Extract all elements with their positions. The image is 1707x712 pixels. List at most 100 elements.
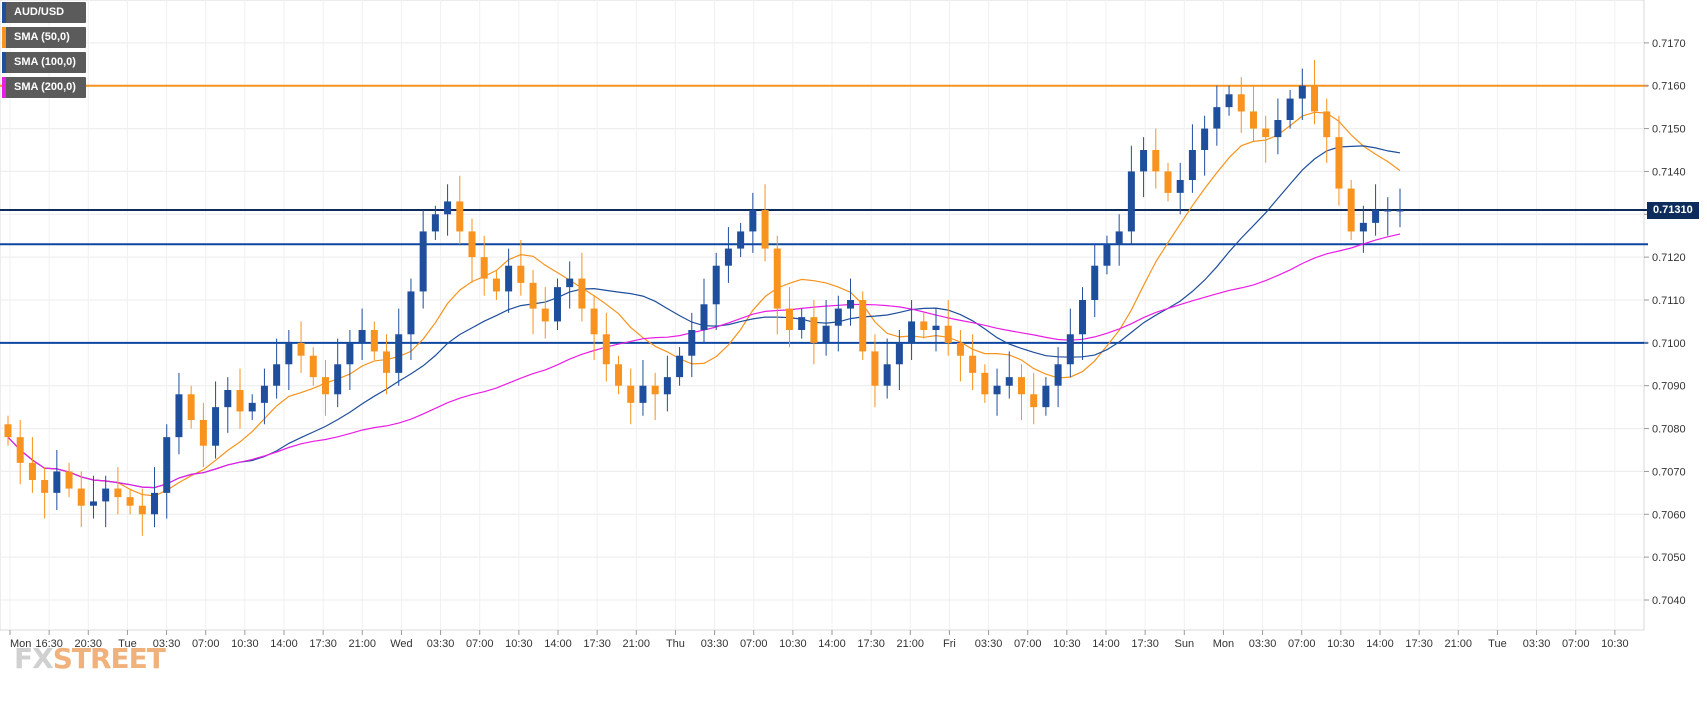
candle-body [663, 377, 671, 395]
x-tick-label: 21:00 [1445, 638, 1473, 650]
plot-border [0, 0, 1645, 631]
candle-body [468, 231, 476, 258]
candle-body [65, 471, 73, 489]
candle-body [1225, 94, 1233, 108]
legend-item-sma100[interactable]: SMA (100,0) [2, 52, 86, 73]
candle-body [4, 424, 12, 438]
candle-body [224, 390, 232, 408]
candle-body [1127, 171, 1135, 232]
candle-body [236, 390, 244, 412]
candle-body [102, 488, 110, 502]
candle-body [615, 364, 623, 386]
x-tick-label: 07:00 [466, 638, 494, 650]
candle-body [334, 364, 342, 395]
y-tick-label: 0.7090 [1652, 381, 1686, 393]
candle-body [163, 437, 171, 493]
legend-label: SMA (100,0) [14, 56, 76, 68]
legend-label: AUD/USD [14, 6, 65, 18]
legend: AUD/USD SMA (50,0) SMA (100,0) SMA (200,… [2, 2, 86, 102]
candle-body [41, 480, 49, 493]
candle-body [1054, 364, 1062, 386]
x-tick-label: 03:30 [1249, 638, 1277, 650]
legend-item-sma200[interactable]: SMA (200,0) [2, 77, 86, 98]
candle-body [676, 355, 684, 378]
current-price-tag: 0.71310 [1647, 202, 1699, 219]
sma-line [7, 111, 1401, 497]
candle-body [651, 385, 659, 395]
candle-body [297, 342, 305, 356]
y-tick-label: 0.7140 [1652, 166, 1686, 178]
x-tick-label: 07:00 [192, 638, 220, 650]
candle-body [761, 210, 769, 249]
x-tick-label: 07:00 [740, 638, 768, 650]
candle-body [529, 282, 537, 309]
candle-body [1115, 231, 1123, 245]
candle-body [1286, 98, 1294, 120]
candle-body [1042, 385, 1050, 408]
x-tick-label: 14:00 [544, 638, 572, 650]
x-tick-label: 17:30 [857, 638, 885, 650]
x-tick-label: 14:00 [1366, 638, 1394, 650]
candle-body [1359, 222, 1367, 232]
candle-body [492, 278, 500, 292]
candle-body [1103, 244, 1111, 266]
candle-body [151, 492, 159, 515]
x-axis: Mon 16:30 20:30 Tue 03:30 07:00 10:30 14:00 17:3… [9, 630, 1629, 650]
x-tick-label: 14:00 [818, 638, 846, 650]
candle-body [1091, 265, 1099, 300]
candle-body [553, 287, 561, 322]
x-tick-label: Tue [118, 638, 137, 650]
candle-body [566, 278, 574, 288]
legend-label: SMA (200,0) [14, 81, 76, 93]
y-axis: 0.7040 0.7050 0.7060 0.7070 0.7080 0.7090 0.71… [1644, 38, 1686, 607]
candle-body [321, 377, 329, 395]
candle-body [883, 364, 891, 386]
candle-body [1005, 377, 1013, 386]
legend-item-audusd[interactable]: AUD/USD [2, 2, 86, 23]
candle-body [16, 437, 24, 463]
x-tick-label: 14:00 [270, 638, 298, 650]
y-tick-label: 0.7060 [1652, 509, 1686, 521]
candle-body [981, 372, 989, 395]
candle-body [1152, 150, 1160, 172]
legend-label: SMA (50,0) [14, 31, 70, 43]
candle-body [456, 201, 464, 232]
y-tick-label: 0.7080 [1652, 424, 1686, 436]
x-tick-label: Tue [1488, 638, 1507, 650]
candle-body [1213, 107, 1221, 129]
candle-body [541, 308, 549, 322]
candle-body [932, 325, 940, 330]
x-tick-label: 10:30 [779, 638, 807, 650]
candle-body [395, 334, 403, 373]
candle-body [749, 210, 757, 232]
candle-body [1176, 180, 1184, 193]
y-tick-label: 0.7100 [1652, 338, 1686, 350]
x-tick-label: 17:30 [583, 638, 611, 650]
x-tick-label: 03:30 [975, 638, 1003, 650]
legend-item-sma50[interactable]: SMA (50,0) [2, 27, 86, 48]
candle-body [175, 394, 183, 438]
candle-body [431, 214, 439, 232]
candle-body [505, 265, 513, 292]
x-tick-label: Mon [10, 638, 31, 650]
x-tick-label: 17:30 [309, 638, 337, 650]
x-tick-label: 10:30 [231, 638, 259, 650]
y-tick-label: 0.7070 [1652, 466, 1686, 478]
candle-body [383, 351, 391, 373]
candle-body [688, 330, 696, 356]
candle-body [309, 355, 317, 378]
x-tick-label: 10:30 [1327, 638, 1355, 650]
x-tick-label: 03:30 [427, 638, 455, 650]
legend-swatch [2, 52, 6, 73]
candle-body [53, 471, 61, 493]
y-tick-label: 0.7160 [1652, 81, 1686, 93]
candles [4, 60, 1404, 536]
x-tick-label: 21:00 [897, 638, 925, 650]
x-tick-label: Thu [666, 638, 685, 650]
candle-body [590, 308, 598, 335]
candle-body [920, 321, 928, 330]
candle-body [358, 330, 366, 343]
candle-body [859, 300, 867, 352]
fxstreet-logo: FXSTREET [14, 642, 166, 675]
